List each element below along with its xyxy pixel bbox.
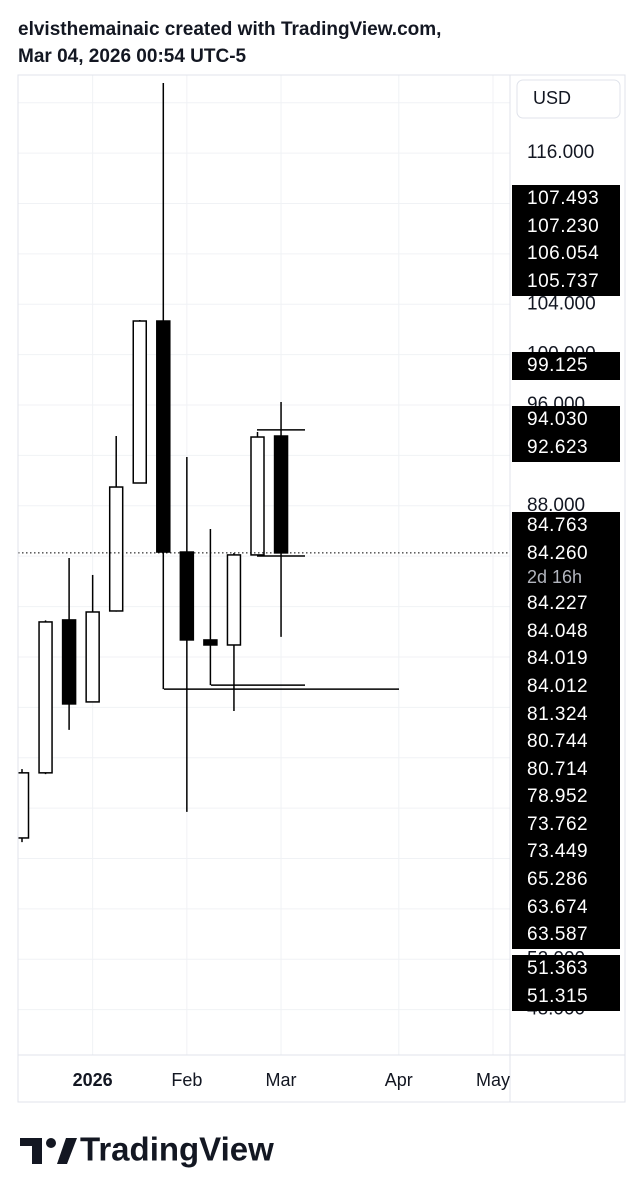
price-badge-label: 63.587 xyxy=(527,924,588,945)
price-badge-label: 106.054 xyxy=(527,243,599,264)
price-badge xyxy=(512,728,620,756)
price-badge xyxy=(512,866,620,894)
price-badge xyxy=(512,618,620,646)
currency-box xyxy=(516,79,621,119)
price-badge-label: 84.048 xyxy=(527,621,588,642)
price-badge-label: 51.363 xyxy=(527,958,588,979)
price-badge xyxy=(512,838,620,866)
price-badge-label: 107.493 xyxy=(527,188,599,209)
price-badge xyxy=(512,512,620,540)
candle-body xyxy=(132,320,147,484)
author-line: elvisthemainaic created with TradingView… xyxy=(18,19,441,40)
price-badge xyxy=(512,921,620,949)
candle-body xyxy=(85,611,100,703)
logo-text: TradingView xyxy=(80,1131,274,1168)
price-badge xyxy=(512,783,620,811)
candle-body xyxy=(203,639,218,646)
price-badge-label: 84.260 xyxy=(527,543,588,564)
x-tick-label: 2026 xyxy=(73,1070,113,1090)
price-badge-label: 84.012 xyxy=(527,676,588,697)
y-tick-label: 116.000 xyxy=(527,142,594,163)
y-tick-label: 104.000 xyxy=(527,293,596,314)
candle-body xyxy=(179,551,195,641)
candle-body xyxy=(226,554,242,646)
price-badge-label: 63.674 xyxy=(527,897,588,918)
price-badge-label: 81.324 xyxy=(527,704,588,725)
price-badge xyxy=(512,185,620,213)
price-badge-label: 73.762 xyxy=(527,814,588,835)
price-badge-label: 78.952 xyxy=(527,786,588,807)
x-tick-label: May xyxy=(476,1070,510,1090)
price-badge xyxy=(512,213,620,241)
price-badge-label: 94.030 xyxy=(527,409,588,430)
timestamp-line: Mar 04, 2026 00:54 UTC-5 xyxy=(18,46,247,67)
y-tick-label: 88.000 xyxy=(527,495,585,516)
logo-icon xyxy=(20,1138,77,1164)
price-badge xyxy=(512,701,620,729)
price-badge-label: 80.744 xyxy=(527,731,588,752)
candle-body xyxy=(18,772,30,839)
price-badge xyxy=(512,673,620,701)
price-badge-label: 84.763 xyxy=(527,515,588,536)
price-badge-label: 84.019 xyxy=(527,648,588,669)
price-badge-label: 65.286 xyxy=(527,869,588,890)
price-badge xyxy=(512,590,620,618)
price-badge-label: 107.230 xyxy=(527,216,599,237)
countdown: 2d 16h xyxy=(527,567,582,587)
candle-body xyxy=(250,436,265,556)
price-badge-label: 105.737 xyxy=(527,271,599,292)
price-badge-label: 80.714 xyxy=(527,759,588,780)
candle-body xyxy=(38,621,53,774)
price-badge xyxy=(512,352,620,380)
plot xyxy=(18,83,510,843)
price-badge xyxy=(512,983,620,1011)
price-badge-label: 84.227 xyxy=(527,593,588,614)
price-axis: 48.00052.00056.00060.00064.00068.00072.0… xyxy=(512,79,621,1020)
price-badge-label: 51.315 xyxy=(527,986,588,1007)
price-badge xyxy=(512,955,620,983)
price-badge xyxy=(512,434,620,462)
price-badge xyxy=(512,268,620,296)
price-badge-label: 99.125 xyxy=(527,355,588,376)
price-badge xyxy=(512,894,620,922)
price-badge xyxy=(512,756,620,784)
x-tick-label: Feb xyxy=(171,1070,202,1090)
price-badge xyxy=(512,540,620,590)
x-tick-label: Apr xyxy=(385,1070,413,1090)
grid xyxy=(18,75,510,1055)
frame xyxy=(17,74,626,1103)
price-badge-label: 73.449 xyxy=(527,841,588,862)
price-badge xyxy=(512,240,620,268)
price-badge xyxy=(512,645,620,673)
price-badge xyxy=(512,406,620,434)
candle-body xyxy=(156,320,171,553)
price-badge xyxy=(512,811,620,839)
candle-body xyxy=(61,619,77,705)
price-badge-label: 92.623 xyxy=(527,437,588,458)
candle-body xyxy=(273,435,289,554)
x-tick-label: Mar xyxy=(266,1070,297,1090)
currency-label[interactable]: USD xyxy=(533,88,571,108)
candle-body xyxy=(108,486,124,612)
